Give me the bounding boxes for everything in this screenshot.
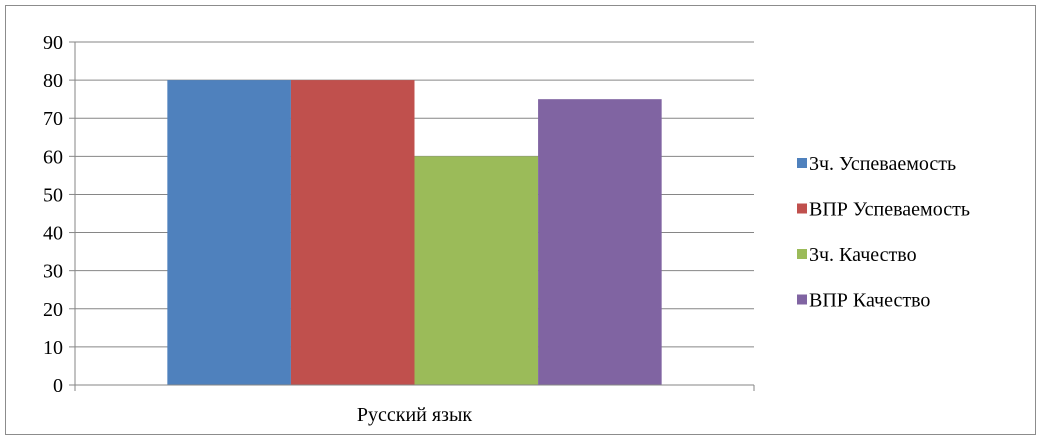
y-tick-label: 50 — [43, 184, 63, 206]
legend-swatch-3 — [797, 249, 807, 259]
legend-swatch-4 — [797, 294, 807, 305]
y-tick-labels: 0 10 20 30 40 50 60 70 80 90 — [43, 32, 63, 397]
y-tick-label: 80 — [43, 70, 63, 92]
y-tick-label: 30 — [43, 261, 63, 283]
y-tick-label: 0 — [53, 375, 63, 397]
y-tick-label: 40 — [43, 223, 63, 245]
legend-label-2: ВПР Успеваемость — [809, 199, 970, 221]
bar-4 — [538, 99, 662, 386]
x-tick-labels: Русский язык — [357, 404, 473, 426]
legend: 3ч. Успеваемость ВПР Успеваемость 3ч. Каче… — [797, 153, 970, 312]
legend-swatch-2 — [797, 203, 807, 214]
axes — [69, 41, 755, 391]
legend-label-3: 3ч. Качество — [809, 244, 917, 266]
legend-label-4: ВПР Качество — [809, 290, 930, 312]
bar-3 — [414, 156, 539, 385]
x-category-label: Русский язык — [357, 404, 473, 426]
y-tick-label: 90 — [43, 32, 63, 54]
bar-2 — [290, 80, 415, 385]
y-tick-label: 10 — [43, 337, 63, 359]
y-tick-label: 20 — [43, 299, 63, 321]
bar-1 — [167, 80, 291, 385]
bars — [167, 80, 662, 386]
legend-swatch-1 — [797, 158, 807, 168]
y-tick-label: 60 — [43, 146, 63, 168]
y-tick-label: 70 — [43, 108, 63, 130]
legend-label-1: 3ч. Успеваемость — [809, 153, 956, 175]
